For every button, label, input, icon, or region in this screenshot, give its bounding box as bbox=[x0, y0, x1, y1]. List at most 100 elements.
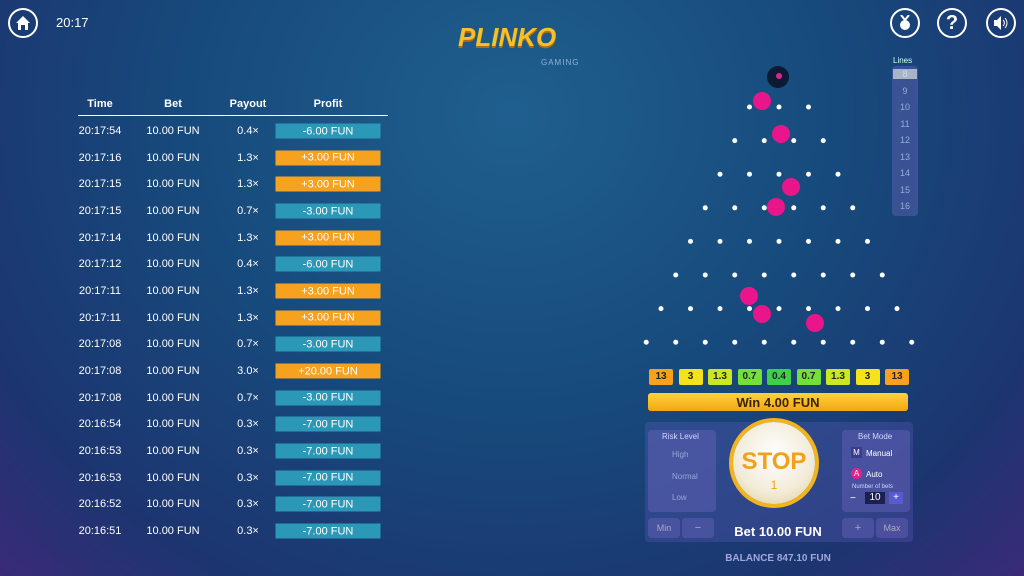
lines-option[interactable]: 14 bbox=[899, 168, 910, 178]
bets-count[interactable]: 10 bbox=[865, 492, 885, 504]
profit-badge: +3.00 FUN bbox=[275, 310, 381, 326]
history-cell: 10.00 FUN bbox=[146, 365, 200, 378]
help-button[interactable]: ? bbox=[937, 8, 967, 38]
history-cell: 1.3× bbox=[237, 178, 259, 191]
bet-mode-title: Bet Mode bbox=[858, 432, 893, 441]
peg bbox=[688, 306, 693, 312]
logo: PLINKO bbox=[458, 22, 557, 52]
ball bbox=[782, 178, 800, 196]
history-cell: 0.7× bbox=[237, 205, 259, 217]
column-header: Payout bbox=[229, 98, 267, 110]
peg bbox=[717, 238, 723, 244]
achievements-button[interactable] bbox=[890, 8, 920, 38]
manual-key: M bbox=[851, 447, 862, 458]
medal-icon bbox=[900, 15, 910, 30]
history-cell: 20:17:14 bbox=[78, 231, 122, 244]
ball bbox=[776, 73, 782, 79]
peg bbox=[747, 171, 752, 177]
ball bbox=[753, 92, 771, 110]
peg bbox=[776, 238, 782, 244]
history-cell: 20:17:54 bbox=[78, 125, 122, 137]
multiplier-bin: 1.3 bbox=[826, 369, 850, 385]
ball bbox=[806, 314, 824, 332]
peg bbox=[791, 272, 797, 278]
peg bbox=[850, 205, 856, 211]
history-cell: 20:16:53 bbox=[78, 471, 122, 484]
history-cell: 10.00 FUN bbox=[146, 498, 200, 511]
history-cell: 20:17:08 bbox=[78, 391, 122, 404]
profit-badge: -7.00 FUN bbox=[275, 443, 381, 459]
lines-option[interactable]: 10 bbox=[899, 102, 910, 112]
history-cell: 0.3× bbox=[237, 445, 259, 458]
profit-badge: +3.00 FUN bbox=[275, 230, 381, 246]
profit-badge: -7.00 FUN bbox=[275, 523, 381, 539]
stop-button[interactable]: STOP 1 bbox=[733, 422, 815, 504]
history-cell: 10.00 FUN bbox=[146, 178, 200, 191]
lines-option[interactable]: 16 bbox=[899, 201, 910, 211]
peg bbox=[820, 272, 826, 278]
peg bbox=[673, 339, 679, 345]
bet-plus[interactable]: + bbox=[842, 518, 874, 538]
max-button[interactable]: Max bbox=[876, 518, 908, 538]
profit-badge: -7.00 FUN bbox=[275, 470, 381, 486]
history-cell: 0.3× bbox=[237, 498, 259, 511]
multiplier-bin: 1.3 bbox=[708, 369, 732, 385]
bet-minus[interactable]: − bbox=[682, 518, 714, 538]
risk-option[interactable]: High bbox=[672, 450, 689, 459]
history-cell: 10.00 FUN bbox=[146, 445, 200, 458]
risk-option[interactable]: Low bbox=[672, 493, 687, 502]
manual-option[interactable]: Manual bbox=[866, 449, 893, 458]
peg bbox=[791, 205, 797, 211]
bets-plus[interactable]: + bbox=[889, 492, 903, 504]
bet-mode-panel: Bet Mode M Manual A Auto Number of bets … bbox=[842, 430, 910, 512]
min-button[interactable]: Min bbox=[648, 518, 680, 538]
multiplier-bin: 3 bbox=[678, 369, 703, 385]
bets-minus[interactable]: − bbox=[850, 493, 856, 504]
lines-title: Lines bbox=[893, 56, 913, 65]
profit-badge: -7.00 FUN bbox=[275, 496, 381, 512]
peg bbox=[820, 339, 826, 345]
history-cell: 10.00 FUN bbox=[146, 311, 200, 324]
peg bbox=[865, 306, 870, 312]
risk-panel: Risk Level High Normal Low bbox=[648, 430, 716, 512]
history-cell: 0.7× bbox=[237, 338, 259, 351]
auto-key: A bbox=[851, 468, 862, 479]
lines-option[interactable]: 9 bbox=[902, 85, 908, 96]
peg bbox=[747, 104, 752, 110]
peg bbox=[850, 339, 856, 345]
lines-option[interactable]: 11 bbox=[900, 118, 910, 129]
history-cell: 20:16:51 bbox=[78, 525, 122, 538]
lines-option[interactable]: 15 bbox=[899, 184, 910, 195]
history-cell: 0.4× bbox=[237, 125, 259, 137]
history-cell: 10.00 FUN bbox=[146, 205, 200, 217]
peg bbox=[658, 306, 664, 312]
risk-option[interactable]: Normal bbox=[672, 472, 698, 481]
peg bbox=[835, 171, 841, 177]
home-button[interactable] bbox=[8, 8, 38, 38]
peg bbox=[894, 306, 900, 312]
lines-option[interactable]: 13 bbox=[899, 151, 910, 162]
peg bbox=[776, 306, 782, 312]
peg bbox=[761, 205, 767, 211]
peg bbox=[835, 306, 841, 312]
multiplier-bin: 0.7 bbox=[737, 369, 762, 385]
lines-option[interactable]: 8 bbox=[893, 69, 917, 79]
history-cell: 10.00 FUN bbox=[146, 525, 200, 538]
peg bbox=[643, 339, 649, 345]
profit-badge: -3.00 FUN bbox=[275, 336, 381, 352]
column-header: Time bbox=[87, 98, 113, 110]
stop-count: 1 bbox=[770, 478, 778, 492]
lines-option[interactable]: 12 bbox=[899, 135, 910, 145]
sound-button[interactable] bbox=[986, 8, 1016, 38]
history-cell: 0.3× bbox=[237, 525, 259, 538]
bet-amount: Bet 10.00 FUN bbox=[734, 524, 822, 539]
peg bbox=[820, 205, 826, 211]
profit-badge: +3.00 FUN bbox=[275, 283, 381, 299]
brand: GAMING bbox=[541, 58, 580, 67]
peg bbox=[879, 339, 885, 345]
history-cell: 20:16:52 bbox=[78, 498, 122, 511]
column-header: Bet bbox=[164, 98, 182, 110]
auto-option[interactable]: Auto bbox=[866, 470, 883, 479]
multiplier-bin: 13 bbox=[885, 369, 909, 385]
profit-badge: +3.00 FUN bbox=[275, 150, 381, 166]
